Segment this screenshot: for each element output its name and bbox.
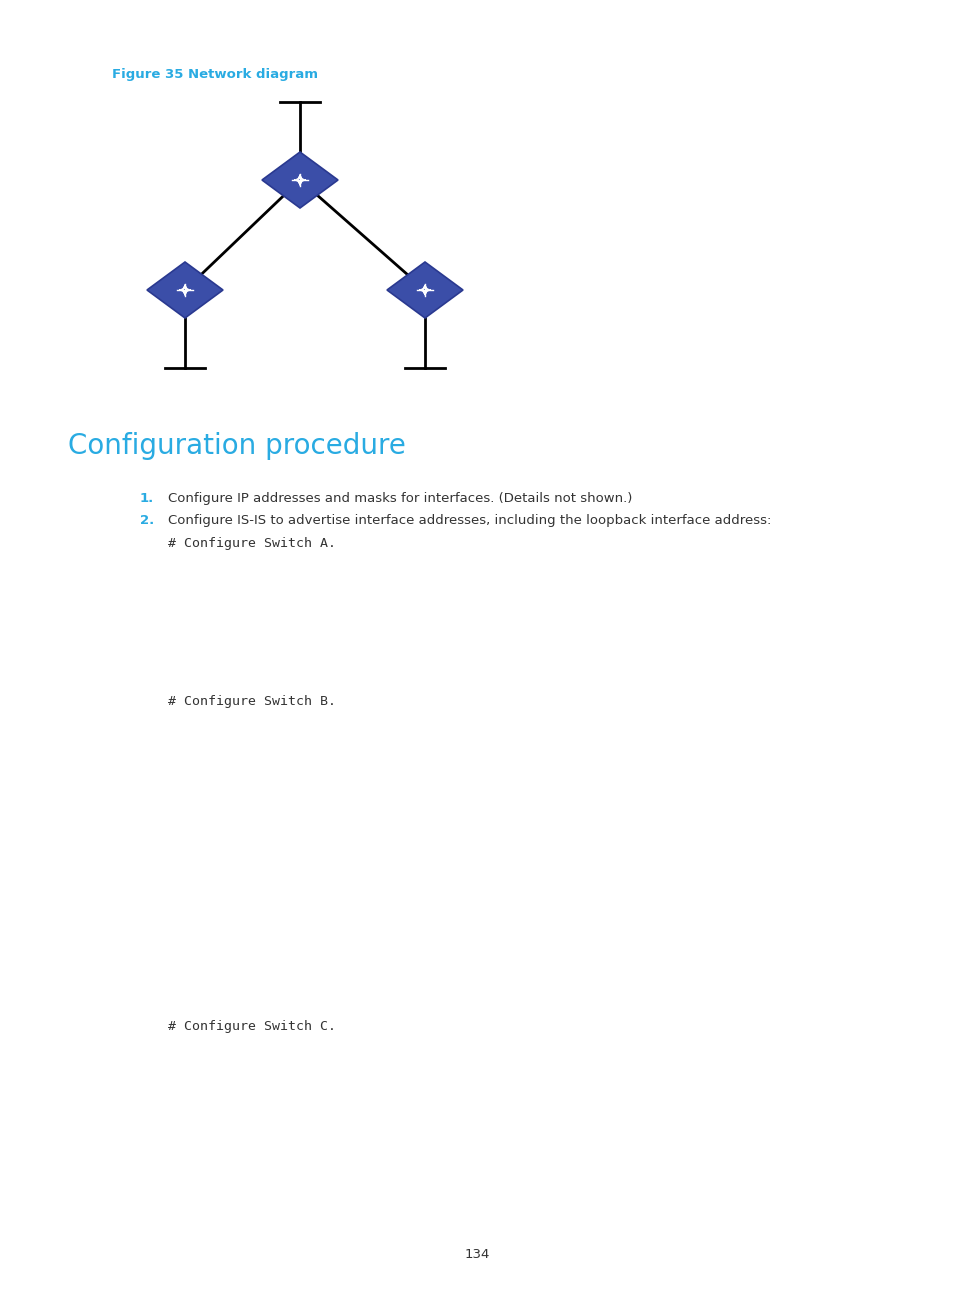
Text: # Configure Switch A.: # Configure Switch A. xyxy=(168,537,335,550)
Polygon shape xyxy=(147,262,223,318)
Text: # Configure Switch B.: # Configure Switch B. xyxy=(168,695,335,708)
Text: Configuration procedure: Configuration procedure xyxy=(68,432,405,460)
Text: Figure 35 Network diagram: Figure 35 Network diagram xyxy=(112,67,317,80)
Text: Configure IP addresses and masks for interfaces. (Details not shown.): Configure IP addresses and masks for int… xyxy=(168,492,632,505)
Text: # Configure Switch C.: # Configure Switch C. xyxy=(168,1020,335,1033)
Text: 2.: 2. xyxy=(140,515,154,527)
Polygon shape xyxy=(387,262,462,318)
Text: Configure IS-IS to advertise interface addresses, including the loopback interfa: Configure IS-IS to advertise interface a… xyxy=(168,515,771,527)
Text: 1.: 1. xyxy=(140,492,154,505)
Text: 134: 134 xyxy=(464,1248,489,1261)
Polygon shape xyxy=(262,152,337,207)
